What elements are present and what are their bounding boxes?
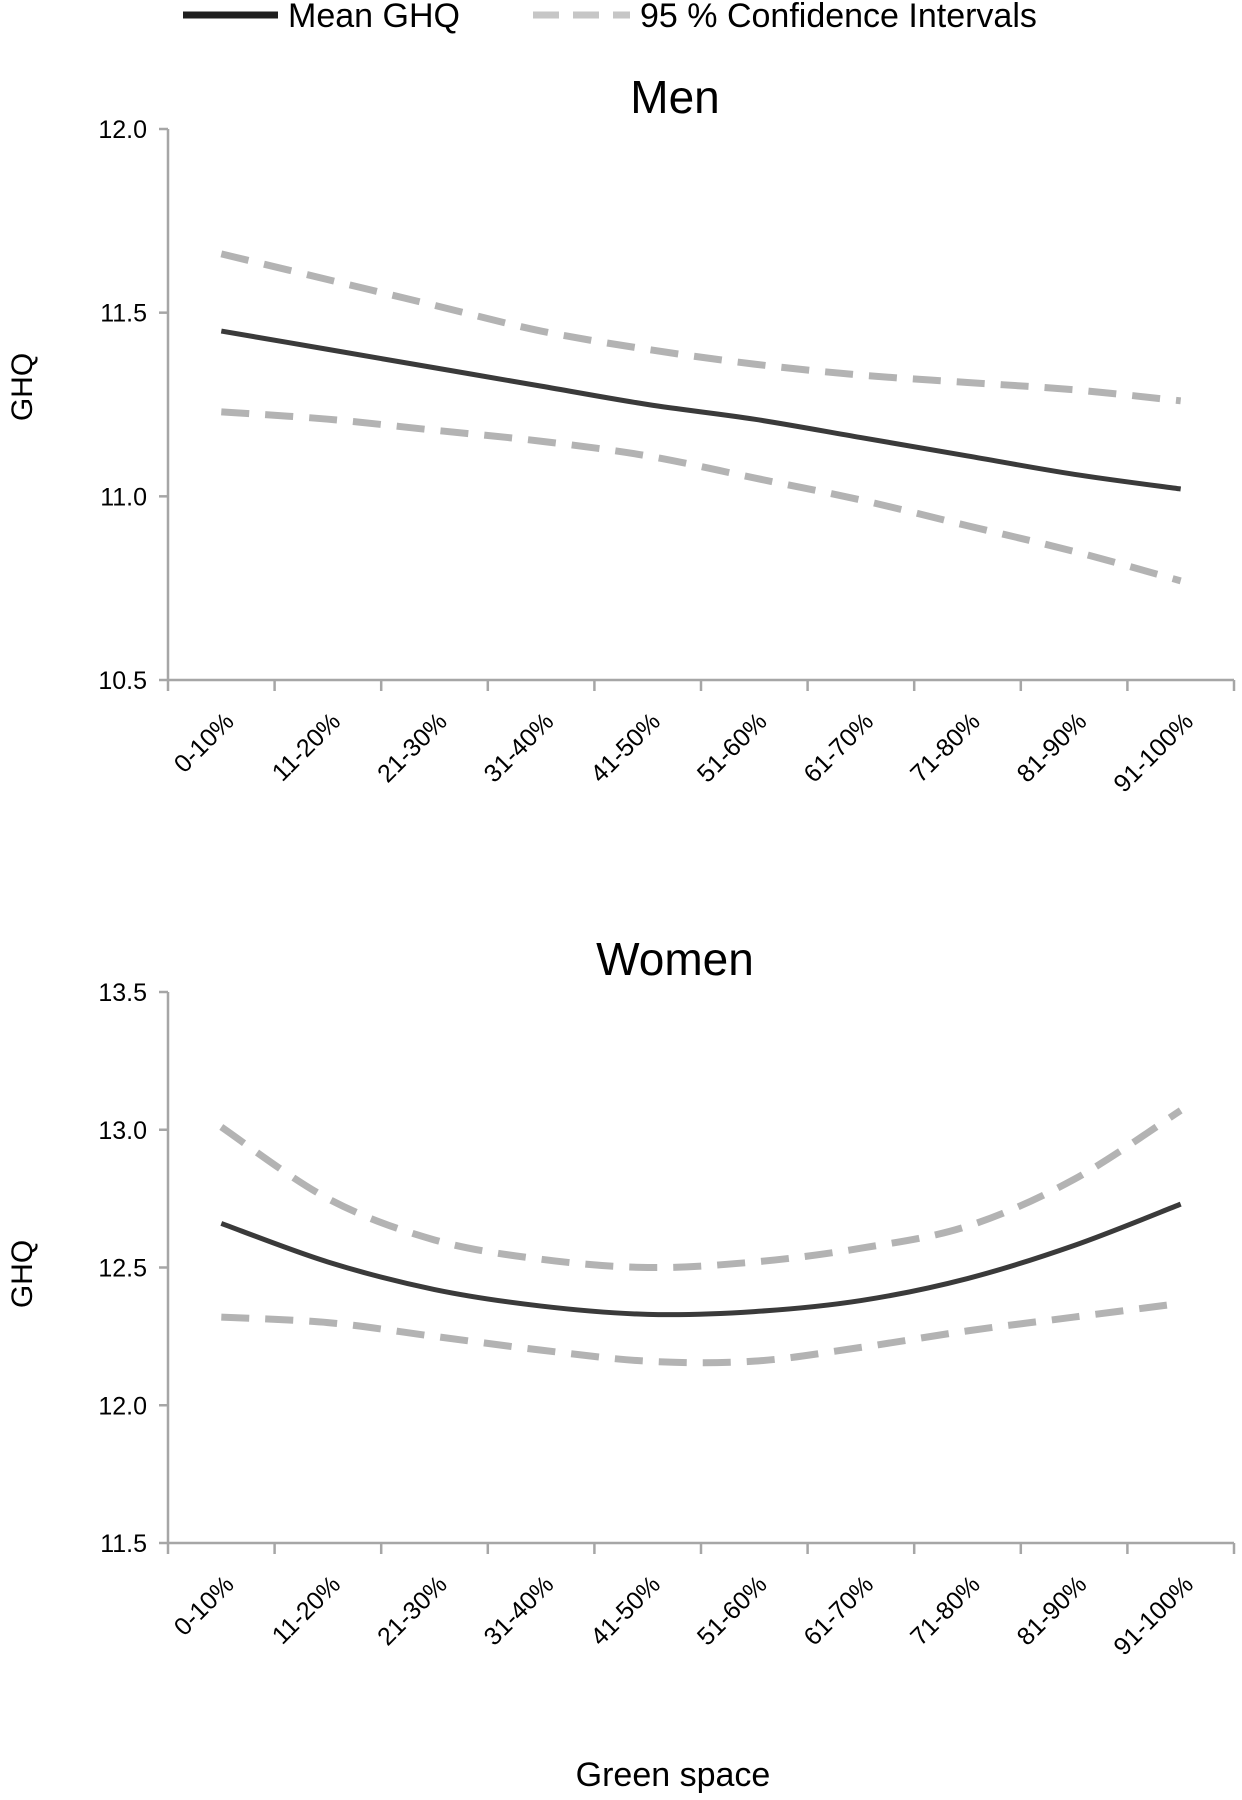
x-tick-label: 51-60% [692,1570,773,1651]
y-tick-label: 13.5 [98,979,147,1007]
y-tick-label: 12.5 [98,1255,147,1283]
legend: Mean GHQ 95 % Confidence Intervals [183,0,1037,35]
x-tick-label: 81-90% [1012,707,1093,788]
x-tick-label: 11-20% [267,1570,346,1649]
x-tick-label: 71-80% [905,1570,986,1651]
x-tick-label: 91-100% [1108,707,1199,798]
x-tick-label: 91-100% [1108,1570,1199,1661]
upper-ci-line-men [220,250,1182,405]
lower-ci-line-men [221,408,1182,585]
x-tick-label: 41-50% [585,707,666,788]
x-tick-label: 81-90% [1012,1570,1093,1651]
y-tick-label: 11.5 [100,1530,147,1558]
x-tick-label: 31-40% [479,707,560,788]
y-axis-label-men: GHQ [6,353,39,421]
panel-title-men: Men [630,71,719,123]
x-tick-label: 31-40% [479,1570,560,1651]
lower-ci-line-women [221,1299,1182,1367]
y-tick-label: 12.0 [98,116,147,144]
y-tick-label: 11.0 [100,483,147,511]
x-axis-label: Green space [576,1756,771,1794]
x-tick-label: 51-60% [692,707,773,788]
upper-ci-line-women [219,1107,1183,1272]
x-tick-label: 11-20% [267,707,346,786]
panel-title-women: Women [596,933,754,985]
x-tick-label: 0-10% [169,1570,240,1641]
legend-ci-label: 95 % Confidence Intervals [640,0,1037,35]
y-axis-label-women: GHQ [6,1240,39,1308]
mean-ghq-line-men [220,328,1182,492]
mean-ghq-line-women [220,1201,1182,1318]
legend-mean-label: Mean GHQ [288,0,460,35]
x-tick-label: 71-80% [905,707,986,788]
y-tick-label: 11.5 [100,300,147,328]
panel-men: Men GHQ 10.5 11.0 11.5 12.0 0-10% 11-20% 21-30… [6,71,1236,798]
y-tick-label: 10.5 [98,667,147,695]
x-tick-label: 61-70% [798,707,879,788]
x-tick-label: 0-10% [169,707,240,778]
x-tick-label: 21-30% [372,707,453,788]
x-tick-label: 21-30% [372,1570,453,1651]
y-tick-label: 12.0 [98,1392,147,1420]
y-tick-label: 13.0 [98,1117,147,1145]
x-tick-label: 41-50% [585,1570,666,1651]
x-tick-label: 61-70% [798,1570,879,1651]
panel-women: Women GHQ 11.5 12.0 12.5 13.0 13.5 0-10% 11-20… [6,933,1236,1661]
